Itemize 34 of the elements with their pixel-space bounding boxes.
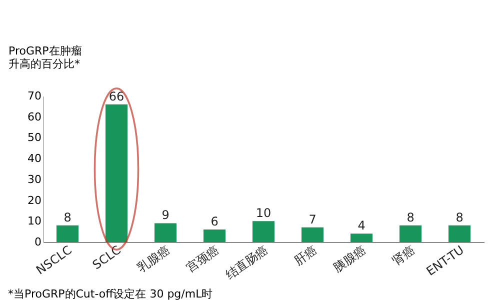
text: *当ProGRP的Cut-off设定在 30 pg/mL时 (8, 288, 213, 301)
data-label: 9 (162, 208, 170, 222)
data-label: 8 (406, 210, 414, 224)
data-label: 6 (210, 214, 218, 228)
bar (400, 225, 422, 242)
data-label: 66 (108, 89, 124, 104)
data-label: 8 (456, 210, 464, 224)
y-tick-label: 70 (28, 90, 42, 102)
y-tick-label: 40 (28, 152, 42, 166)
data-label: 7 (308, 212, 316, 226)
x-tick-label: 结直肠癌 (223, 242, 270, 282)
data-label: 10 (256, 206, 272, 220)
bar (56, 225, 78, 242)
y-tick-label: 60 (28, 110, 42, 124)
bar (106, 104, 128, 242)
y-axis-title: ProGRP在肿瘤升高的百分比* (8, 44, 82, 70)
bar (302, 227, 324, 242)
y-tick-label: 30 (28, 172, 42, 186)
y-tick-label: 50 (28, 131, 42, 144)
x-tick-label: 肾癌 (390, 242, 418, 268)
bar (154, 223, 176, 242)
data-label: 8 (64, 210, 72, 224)
bar (252, 221, 274, 242)
x-tick-label: 肝癌 (292, 242, 320, 268)
bar (350, 234, 372, 242)
x-tick-label: 宫颈癌 (184, 242, 222, 275)
x-tick-label: 乳腺癌 (134, 242, 172, 275)
y-tick-label: 10 (28, 214, 42, 228)
y-tick-label: 0 (34, 236, 42, 248)
bar (204, 229, 226, 242)
y-tick-label: 20 (28, 194, 42, 207)
bar (448, 225, 470, 242)
x-tick-label: 胰腺癌 (330, 242, 368, 275)
data-label: 4 (358, 218, 366, 233)
